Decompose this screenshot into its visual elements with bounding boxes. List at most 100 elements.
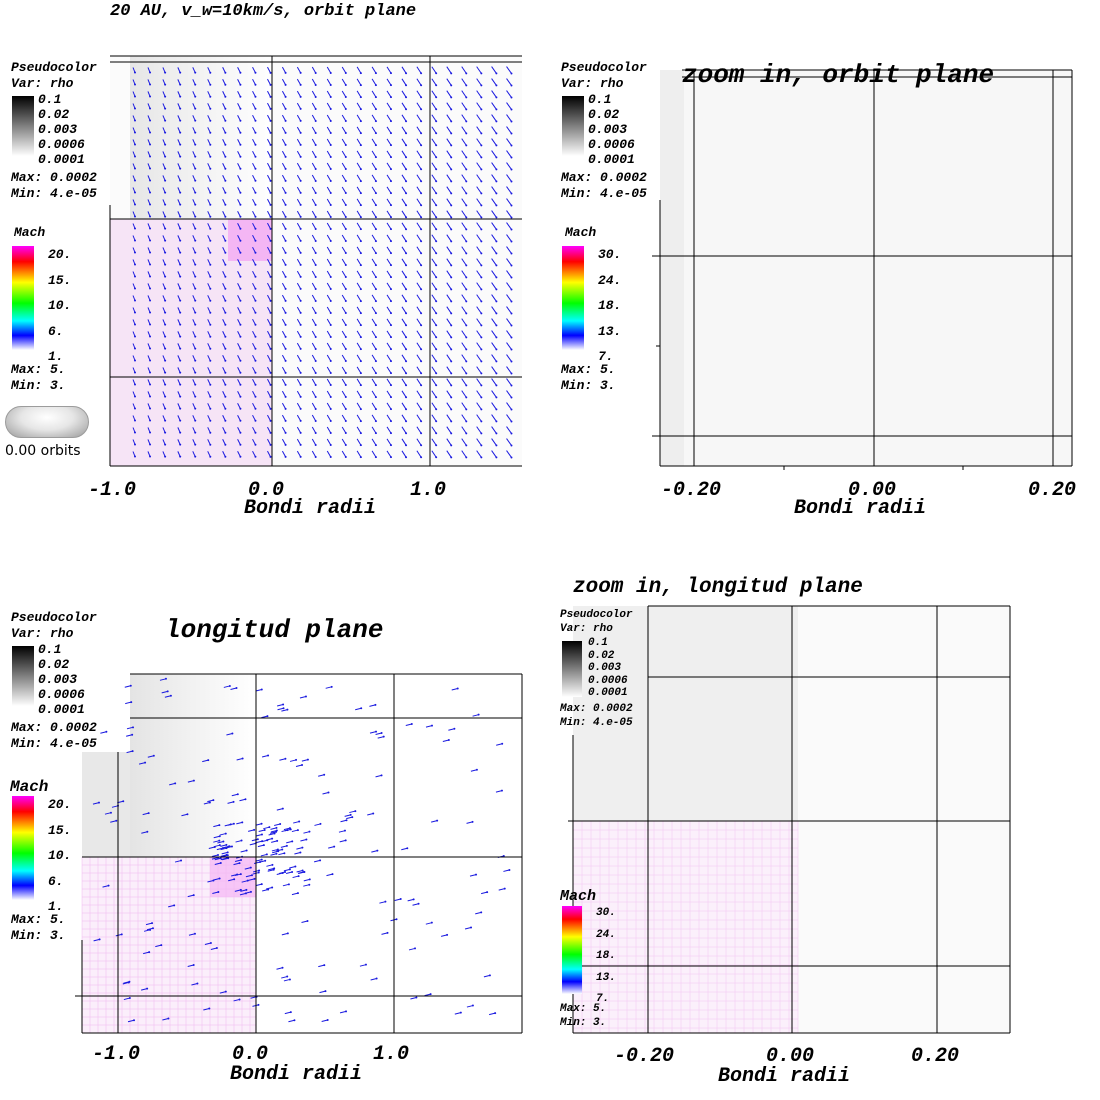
- velocity-arrow: [211, 854, 219, 858]
- velocity-arrow-head: [405, 348, 408, 351]
- legend-mach: Mach: [565, 225, 597, 240]
- velocity-arrow-head: [389, 360, 392, 363]
- pseudocolor-ticks: 0.1 0.02 0.003 0.0006 0.0001: [588, 637, 628, 700]
- velocity-arrow-head: [194, 203, 197, 206]
- velocity-arrow-head: [299, 83, 302, 86]
- velocity-arrow: [416, 126, 422, 134]
- velocity-arrow: [252, 222, 256, 230]
- velocity-arrow: [461, 90, 467, 98]
- velocity-arrow-head: [284, 419, 287, 422]
- velocity-arrow-head: [224, 383, 227, 386]
- velocity-arrow: [491, 366, 497, 374]
- velocity-arrow: [431, 294, 437, 302]
- velocity-arrow-head: [435, 96, 438, 99]
- velocity-arrow: [341, 390, 347, 398]
- velocity-arrow: [491, 138, 497, 146]
- velocity-arrow-head: [329, 192, 332, 195]
- velocity-arrow-head: [508, 868, 511, 871]
- velocity-arrow-head: [405, 156, 408, 159]
- velocity-arrow-head: [420, 84, 423, 87]
- velocity-arrow: [253, 861, 261, 864]
- velocity-arrow-head: [480, 180, 483, 183]
- velocity-arrow-head: [147, 812, 150, 815]
- velocity-arrow: [476, 162, 482, 170]
- velocity-arrow: [222, 115, 226, 121]
- velocity-arrow: [367, 813, 374, 816]
- velocity-arrow-head: [475, 873, 478, 876]
- velocity-arrow-head: [420, 240, 423, 243]
- velocity-arrow-head: [239, 311, 242, 314]
- velocity-arrow: [431, 426, 437, 434]
- velocity-arrow-head: [254, 371, 257, 374]
- velocity-arrow-head: [435, 84, 438, 87]
- velocity-arrow-head: [510, 456, 513, 459]
- velocity-arrow-head: [420, 144, 423, 147]
- velocity-arrow: [491, 114, 497, 122]
- velocity-arrow: [431, 390, 437, 398]
- velocity-arrow-head: [149, 431, 152, 434]
- velocity-arrow-head: [314, 239, 317, 242]
- velocity-arrow: [476, 198, 482, 206]
- velocity-arrow-head: [284, 167, 287, 170]
- velocity-arrow-head: [269, 455, 272, 458]
- velocity-arrow: [371, 354, 377, 362]
- velocity-arrow: [401, 378, 407, 386]
- velocity-arrow: [281, 709, 288, 712]
- x-tick: -1.0: [92, 1043, 141, 1066]
- velocity-arrow: [506, 90, 512, 98]
- velocity-arrow-head: [179, 143, 182, 146]
- velocity-arrow-head: [495, 204, 498, 207]
- velocity-arrow: [356, 450, 362, 458]
- velocity-arrow: [326, 162, 332, 170]
- velocity-arrow-head: [435, 456, 438, 459]
- velocity-arrow-head: [269, 239, 272, 242]
- velocity-arrow-head: [239, 95, 242, 98]
- velocity-arrow: [476, 378, 482, 386]
- velocity-arrow-head: [306, 758, 309, 761]
- velocity-arrow: [252, 174, 256, 182]
- velocity-arrow: [491, 210, 497, 218]
- time-slider-icon[interactable]: [5, 406, 89, 438]
- velocity-arrow-head: [465, 120, 468, 123]
- velocity-arrow: [476, 246, 482, 254]
- velocity-arrow-head: [149, 275, 152, 278]
- velocity-arrow-head: [284, 155, 287, 158]
- x-tick: 0.0: [232, 1043, 269, 1066]
- velocity-arrow-head: [269, 371, 272, 374]
- velocity-arrow-head: [225, 857, 228, 860]
- velocity-arrow-head: [465, 180, 468, 183]
- velocity-arrow-head: [149, 359, 152, 362]
- velocity-arrow: [371, 246, 377, 254]
- velocity-arrow: [341, 126, 347, 134]
- velocity-arrow: [506, 102, 512, 110]
- velocity-arrow: [222, 845, 229, 849]
- velocity-arrow: [296, 186, 302, 194]
- velocity-arrow-head: [389, 192, 392, 195]
- velocity-arrow-head: [314, 323, 317, 326]
- velocity-arrow: [446, 426, 452, 434]
- velocity-arrow-head: [209, 383, 212, 386]
- velocity-arrow-head: [239, 263, 242, 266]
- velocity-arrow-head: [149, 155, 152, 158]
- velocity-arrow: [213, 878, 220, 881]
- velocity-arrow-head: [209, 335, 212, 338]
- velocity-arrow-head: [389, 336, 392, 339]
- velocity-arrow-head: [194, 227, 197, 230]
- velocity-arrow: [237, 427, 241, 433]
- velocity-arrow-head: [344, 228, 347, 231]
- velocity-arrow-head: [134, 371, 136, 374]
- velocity-arrow-head: [420, 108, 423, 111]
- velocity-arrow-head: [284, 227, 287, 230]
- velocity-arrow: [356, 138, 362, 146]
- velocity-arrow-head: [299, 347, 302, 350]
- velocity-arrow: [506, 234, 512, 242]
- velocity-arrow: [476, 294, 482, 302]
- velocity-arrow: [491, 390, 497, 398]
- min-text: Min: 4.e-05: [560, 717, 633, 729]
- velocity-arrow: [303, 878, 310, 882]
- velocity-arrow-head: [209, 155, 212, 158]
- velocity-arrow: [236, 821, 243, 825]
- velocity-arrow: [222, 151, 226, 157]
- velocity-arrow-head: [194, 323, 197, 326]
- legend-pseudocolor: Pseudocolor Var: rho: [560, 610, 633, 635]
